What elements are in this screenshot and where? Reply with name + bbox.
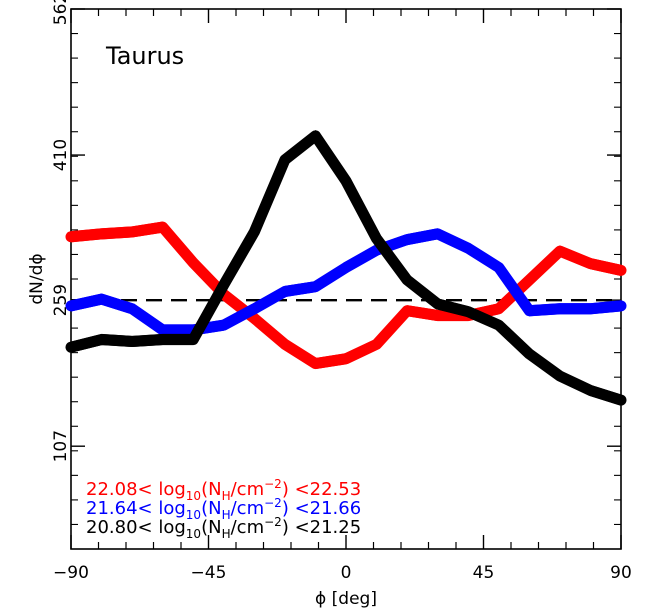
- x-tick-label: −90: [53, 563, 89, 583]
- y-tick-labels: 107 259 410 562: [51, 0, 71, 462]
- series-line: [70, 129, 622, 396]
- legend-entry: 21.64< log10(NH/cm−2) <21.66: [86, 496, 361, 522]
- series-line: [70, 221, 622, 360]
- series-line: [70, 228, 622, 326]
- series-line: [70, 231, 622, 370]
- series-line: [70, 139, 622, 406]
- series-group: [65, 129, 627, 406]
- axis-ticks: [70, 8, 622, 549]
- y-tick-label: 562: [51, 0, 71, 25]
- x-tick-label: 90: [610, 563, 632, 583]
- legend-entry: 20.80< log10(NH/cm−2) <21.25: [86, 515, 361, 541]
- panel-label: Taurus: [105, 42, 184, 70]
- series-line: [70, 230, 622, 329]
- series-line: [70, 137, 622, 404]
- y-tick-label: 410: [51, 139, 71, 171]
- series-line: [70, 223, 622, 362]
- y-axis-title: dN/dϕ: [27, 253, 47, 304]
- x-tick-labels: −90 −45 0 45 90: [53, 563, 632, 583]
- x-tick-label: 45: [473, 563, 495, 583]
- plot-frame: [70, 8, 622, 550]
- x-tick-label: −45: [191, 563, 227, 583]
- x-axis-title: ϕ [deg]: [315, 589, 377, 609]
- x-tick-label: 0: [341, 563, 352, 583]
- series-line: [70, 228, 622, 367]
- series-line: [70, 235, 622, 334]
- legend-entry: 22.08< log10(NH/cm−2) <22.53: [86, 477, 361, 503]
- y-tick-label: 107: [51, 430, 71, 462]
- series-line: [70, 132, 622, 399]
- y-tick-label: 259: [51, 284, 71, 316]
